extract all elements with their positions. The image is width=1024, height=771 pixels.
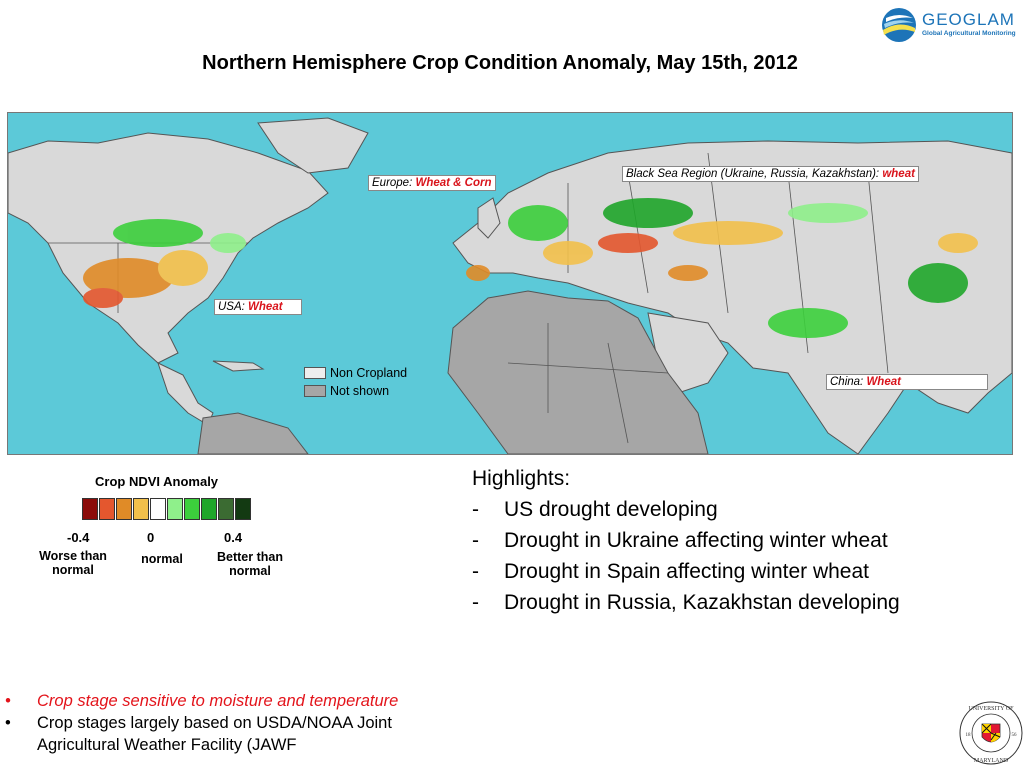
map-label-europe: Europe: Wheat & Corn: [368, 175, 496, 191]
highlight-item: - US drought developing: [472, 498, 718, 521]
non-cropland-swatch: [304, 367, 326, 379]
non-cropland-label: Non Cropland: [330, 366, 408, 380]
legend-swatch: [150, 498, 166, 520]
svg-text:UNIVERSITY OF: UNIVERSITY OF: [969, 706, 1015, 712]
note-item: • Crop stage sensitive to moisture and te…: [5, 692, 399, 710]
crop-anomaly-map: Europe: Wheat & Corn Black Sea Region (U…: [7, 112, 1013, 455]
geoglam-logo: GEOGLAM Global Agricultural Monitoring: [880, 6, 1020, 46]
legend-tick-min: -0.4: [67, 530, 90, 545]
note-text: Crop stages largely based on USDA/NOAA J…: [37, 714, 392, 754]
map-label-europe-crop: Wheat & Corn: [415, 177, 492, 189]
legend-desc-better: Better than normal: [217, 550, 283, 578]
map-label-usa-crop: Wheat: [248, 301, 283, 313]
legend-swatch: [201, 498, 217, 520]
legend-swatch: [184, 498, 200, 520]
map-label-europe-region: Europe:: [372, 177, 413, 189]
highlights-heading: Highlights:: [472, 467, 571, 490]
svg-text:56: 56: [1012, 733, 1018, 738]
university-of-maryland-seal: UNIVERSITY OF MARYLAND 18 56: [958, 700, 1024, 766]
slide-title: Northern Hemisphere Crop Condition Anoma…: [202, 52, 798, 74]
legend-tick-max: 0.4: [224, 530, 243, 545]
geoglam-subtitle: Global Agricultural Monitoring: [922, 30, 1016, 37]
map-label-china: China: Wheat: [826, 374, 988, 390]
highlight-text: Drought in Ukraine affecting winter whea…: [504, 529, 888, 552]
legend-swatch: [99, 498, 115, 520]
note-item: • Crop stages largely based on USDA/NOAA …: [5, 712, 455, 756]
map-label-china-region: China:: [830, 376, 864, 388]
legend-swatch: [133, 498, 149, 520]
legend-swatch: [116, 498, 132, 520]
map-label-black-sea-region: Black Sea Region (Ukraine, Russia, Kazak…: [626, 168, 880, 180]
legend-color-bar: [82, 498, 252, 520]
legend-swatch: [82, 498, 98, 520]
map-canvas: [8, 113, 1012, 454]
not-shown-swatch: [304, 385, 326, 397]
svg-text:18: 18: [966, 733, 972, 738]
legend-desc-worse: Worse than normal: [39, 549, 107, 577]
map-key-non-cropland: Non Cropland: [304, 366, 407, 380]
legend-swatch: [235, 498, 251, 520]
seal-icon: UNIVERSITY OF MARYLAND 18 56: [959, 701, 1023, 765]
legend-swatch: [167, 498, 183, 520]
highlight-item: - Drought in Ukraine affecting winter whe…: [472, 529, 888, 552]
highlight-item: - Drought in Russia, Kazakhstan developin…: [472, 591, 900, 614]
highlight-text: Drought in Russia, Kazakhstan developing: [504, 591, 900, 614]
highlight-item: - Drought in Spain affecting winter wheat: [472, 560, 869, 583]
map-label-black-sea: Black Sea Region (Ukraine, Russia, Kazak…: [622, 166, 919, 182]
map-label-usa: USA: Wheat: [214, 299, 302, 315]
geoglam-globe-icon: [882, 8, 916, 42]
legend-title: Crop NDVI Anomaly: [95, 474, 219, 489]
note-text: Crop stage sensitive to moisture and tem…: [37, 692, 399, 710]
map-label-usa-region: USA:: [218, 301, 245, 313]
geoglam-name: GEOGLAM: [922, 10, 1015, 29]
map-label-china-crop: Wheat: [866, 376, 901, 388]
not-shown-label: Not shown: [330, 384, 390, 398]
highlight-text: US drought developing: [504, 498, 718, 521]
map-key-not-shown: Not shown: [304, 384, 389, 398]
svg-text:MARYLAND: MARYLAND: [974, 758, 1009, 764]
notes-list: • Crop stage sensitive to moisture and te…: [5, 690, 455, 756]
map-label-black-sea-crop: wheat: [882, 168, 915, 180]
legend-tick-zero: 0: [147, 530, 155, 545]
legend-desc-normal: normal: [141, 552, 183, 566]
highlight-text: Drought in Spain affecting winter wheat: [504, 560, 869, 583]
legend-swatch: [218, 498, 234, 520]
highlights-box: Highlights: - US drought developing - Drou…: [472, 463, 900, 618]
